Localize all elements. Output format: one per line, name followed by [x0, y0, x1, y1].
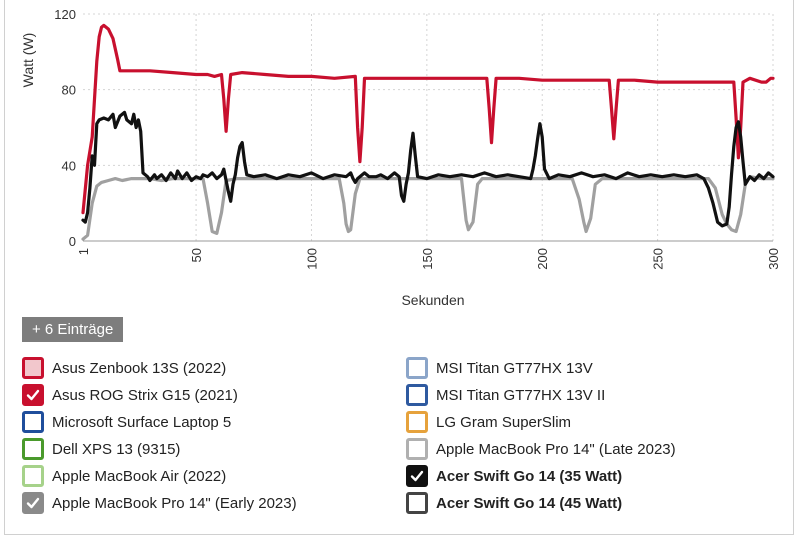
checkbox-unchecked-icon[interactable]: [22, 411, 44, 433]
x-tick-label: 50: [189, 248, 204, 262]
series: [81, 23, 775, 241]
legend-label: Acer Swift Go 14 (45 Watt): [436, 494, 623, 512]
series-line: [81, 175, 775, 241]
show-more-entries-button[interactable]: + 6 Einträge: [22, 317, 124, 342]
y-tick-label: 120: [54, 7, 76, 22]
y-axis-title: Watt (W): [20, 33, 36, 88]
chart-frame: [4, 0, 794, 535]
x-axis-title: Sekunden: [401, 292, 464, 308]
legend: Asus Zenbook 13S (2022) Asus ROG Strix G1…: [22, 355, 792, 525]
grid: [83, 13, 774, 241]
checkbox-unchecked-icon[interactable]: [406, 357, 428, 379]
legend-label: Apple MacBook Pro 14" (Late 2023): [436, 440, 676, 458]
checkbox-checked-icon[interactable]: [406, 465, 428, 487]
legend-item[interactable]: Apple MacBook Air (2022): [22, 463, 226, 489]
legend-label: Apple MacBook Pro 14" (Early 2023): [52, 494, 297, 512]
checkbox-checked-icon[interactable]: [22, 492, 44, 514]
checkbox-unchecked-icon[interactable]: [22, 465, 44, 487]
legend-item[interactable]: Asus ROG Strix G15 (2021): [22, 382, 238, 408]
checkbox-unchecked-icon[interactable]: [406, 384, 428, 406]
legend-item[interactable]: Apple MacBook Pro 14" (Late 2023): [406, 436, 676, 462]
legend-label: Acer Swift Go 14 (35 Watt): [436, 467, 623, 485]
x-tick-label: 100: [304, 248, 319, 270]
y-tick-label: 0: [69, 234, 76, 249]
x-tick-label: 300: [766, 248, 781, 270]
x-tick-label: 200: [535, 248, 550, 270]
legend-label: Dell XPS 13 (9315): [52, 440, 181, 458]
checkbox-unchecked-icon[interactable]: [406, 411, 428, 433]
legend-label: MSI Titan GT77HX 13V: [436, 359, 593, 377]
y-tick-label: 80: [62, 83, 76, 98]
legend-item[interactable]: MSI Titan GT77HX 13V II: [406, 382, 605, 408]
checkbox-unchecked-icon[interactable]: [22, 357, 44, 379]
legend-label: LG Gram SuperSlim: [436, 413, 572, 431]
series-line: [81, 110, 775, 228]
legend-label: Asus ROG Strix G15 (2021): [52, 386, 238, 404]
legend-label: Apple MacBook Air (2022): [52, 467, 227, 485]
x-tick-label: 1: [76, 248, 91, 255]
legend-item[interactable]: LG Gram SuperSlim: [406, 409, 571, 435]
legend-item[interactable]: Apple MacBook Pro 14" (Early 2023): [22, 490, 297, 516]
legend-item[interactable]: Acer Swift Go 14 (35 Watt): [406, 463, 622, 489]
legend-item[interactable]: Dell XPS 13 (9315): [22, 436, 180, 462]
series-line: [81, 23, 775, 215]
checkbox-checked-icon[interactable]: [22, 384, 44, 406]
legend-item[interactable]: MSI Titan GT77HX 13V: [406, 355, 593, 381]
legend-label: Microsoft Surface Laptop 5: [52, 413, 232, 431]
checkbox-unchecked-icon[interactable]: [406, 438, 428, 460]
y-tick-label: 40: [62, 158, 76, 173]
x-tick-label: 150: [420, 248, 435, 270]
legend-item[interactable]: Asus Zenbook 13S (2022): [22, 355, 226, 381]
checkbox-unchecked-icon[interactable]: [22, 438, 44, 460]
legend-label: Asus Zenbook 13S (2022): [52, 359, 227, 377]
legend-label: MSI Titan GT77HX 13V II: [436, 386, 606, 404]
legend-item[interactable]: Acer Swift Go 14 (45 Watt): [406, 490, 622, 516]
x-tick-label: 250: [651, 248, 666, 270]
legend-item[interactable]: Microsoft Surface Laptop 5: [22, 409, 231, 435]
checkbox-unchecked-icon[interactable]: [406, 492, 428, 514]
